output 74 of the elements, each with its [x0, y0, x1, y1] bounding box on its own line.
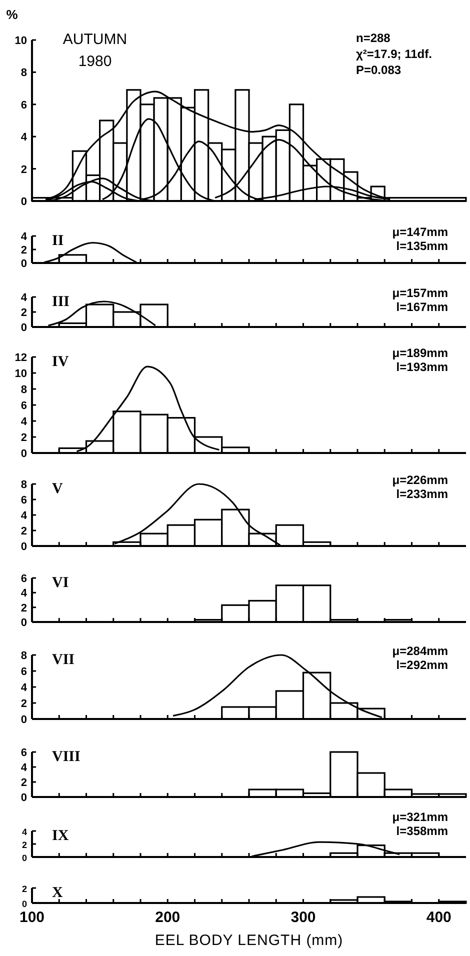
y-tick-label: 2 — [22, 840, 27, 850]
y-tick-label: 0 — [22, 853, 27, 863]
y-tick-label: 6 — [20, 666, 27, 678]
annotation: μ=157mm — [392, 286, 448, 300]
y-tick-label: 4 — [20, 588, 28, 600]
y-tick-label: 0 — [20, 541, 27, 553]
y-tick-label: 6 — [20, 400, 27, 412]
y-tick-label: 8 — [20, 384, 27, 396]
y-tick-label: 4 — [22, 827, 27, 837]
y-axis-title: % — [6, 7, 18, 22]
y-tick-label: 2 — [20, 777, 27, 789]
annotation: μ=226mm — [392, 473, 448, 487]
y-tick-label: 6 — [20, 494, 27, 506]
y-tick-label: 10 — [14, 35, 27, 47]
chart-title: VIII — [52, 749, 81, 765]
y-tick-label: 4 — [20, 762, 28, 774]
chart-title: IX — [52, 828, 69, 844]
y-tick-label: 2 — [20, 244, 27, 256]
y-tick-label: 4 — [20, 132, 28, 144]
y-tick-label: 4 — [20, 231, 28, 243]
y-tick-label: 0 — [20, 258, 27, 270]
y-tick-label: 2 — [20, 602, 27, 614]
chart-title: X — [52, 885, 63, 901]
y-tick-label: 4 — [20, 416, 28, 428]
y-tick-label: 2 — [20, 526, 27, 538]
x-axis-title: EEL BODY LENGTH (mm) — [154, 932, 344, 949]
chart-title: VII — [52, 652, 75, 668]
y-tick-label: 0 — [20, 448, 27, 460]
y-tick-label: 0 — [20, 617, 27, 629]
y-tick-label: 8 — [20, 650, 27, 662]
y-tick-label: 6 — [20, 747, 27, 759]
text: 1980 — [78, 53, 112, 70]
annotation: l=135mm — [396, 239, 448, 253]
y-tick-label: 4 — [20, 292, 28, 304]
y-tick-label: 8 — [20, 67, 27, 80]
x-tick-label: 200 — [155, 909, 180, 926]
annotation: n=288 — [356, 31, 391, 45]
y-tick-label: 2 — [22, 884, 27, 894]
y-tick-label: 2 — [20, 164, 27, 176]
annotation: l=358mm — [396, 824, 448, 838]
y-tick-label: 4 — [20, 682, 28, 694]
annotation: μ=147mm — [392, 225, 448, 239]
text: μ=321mm — [392, 810, 448, 824]
y-tick-label: 2 — [20, 307, 27, 319]
annotation: χ²=17.9; 11df. — [356, 47, 432, 61]
chart-title: AUTUMN — [62, 31, 128, 48]
annotation: l=292mm — [396, 658, 448, 672]
y-tick-label: 0 — [20, 714, 27, 726]
y-tick-label: 8 — [20, 479, 27, 491]
chart-title: VI — [52, 575, 69, 591]
y-tick-label: 2 — [20, 432, 27, 444]
annotation: l=167mm — [396, 300, 448, 314]
y-tick-label: 6 — [20, 99, 27, 112]
y-tick-label: 4 — [20, 510, 28, 522]
x-tick-label: 400 — [426, 909, 452, 926]
y-tick-label: 0 — [20, 792, 27, 804]
y-tick-label: 10 — [14, 368, 27, 380]
y-tick-label: 0 — [22, 899, 27, 909]
annotation: l=193mm — [396, 360, 448, 374]
chart-title: IV — [52, 354, 69, 370]
y-tick-label: 0 — [20, 322, 27, 334]
y-tick-label: 0 — [20, 196, 27, 208]
annotation: μ=284mm — [392, 644, 448, 658]
x-tick-label: 300 — [290, 909, 316, 926]
chart-title: V — [52, 481, 63, 497]
x-tick-label: 100 — [19, 909, 45, 926]
annotation: P=0.083 — [356, 63, 402, 77]
chart-title: III — [52, 294, 70, 310]
y-tick-label: 6 — [20, 573, 27, 585]
y-tick-label: 12 — [14, 352, 27, 364]
annotation: l=233mm — [396, 487, 448, 501]
y-tick-label: 2 — [20, 698, 27, 710]
annotation: μ=189mm — [392, 346, 448, 360]
chart-title: II — [52, 233, 64, 249]
